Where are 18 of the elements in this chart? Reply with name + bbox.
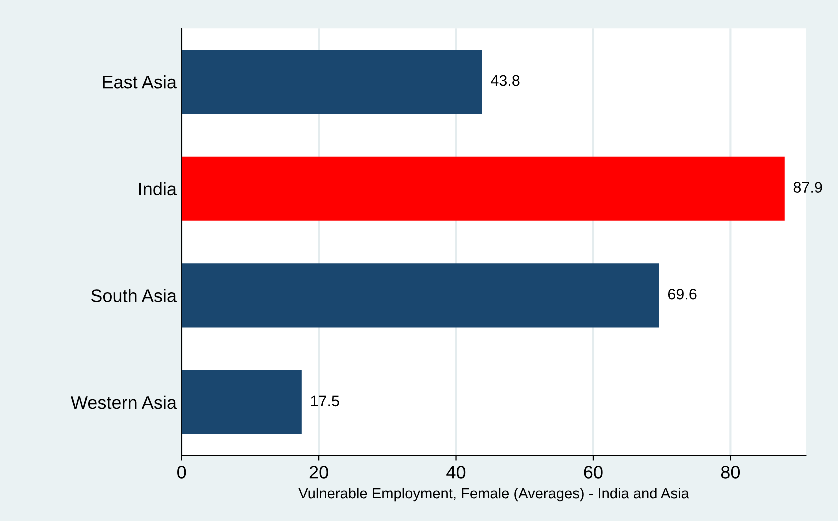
x-tick-label: 40 (446, 466, 466, 479)
data-label: 69.6 (668, 288, 697, 300)
y-tick-label: East Asia (103, 76, 177, 89)
data-label: 87.9 (794, 182, 822, 193)
bar (182, 156, 785, 221)
data-label: 17.5 (311, 396, 340, 407)
x-tick-label: 20 (310, 466, 328, 479)
bar (182, 50, 482, 114)
y-tick-label: South Asia (91, 289, 177, 302)
x-tick-label: 80 (721, 466, 740, 479)
x-tick-label: 60 (584, 466, 603, 479)
y-tick-label: Western Asia (71, 396, 177, 410)
bar (182, 264, 660, 328)
data-label: 43.8 (491, 75, 520, 86)
x-tick-label: 0 (178, 466, 186, 479)
x-axis-title: Vulnerable Employment, Female (Averages) - India and Asia (298, 488, 690, 502)
y-tick-label: India (140, 182, 177, 196)
bar (182, 370, 302, 435)
